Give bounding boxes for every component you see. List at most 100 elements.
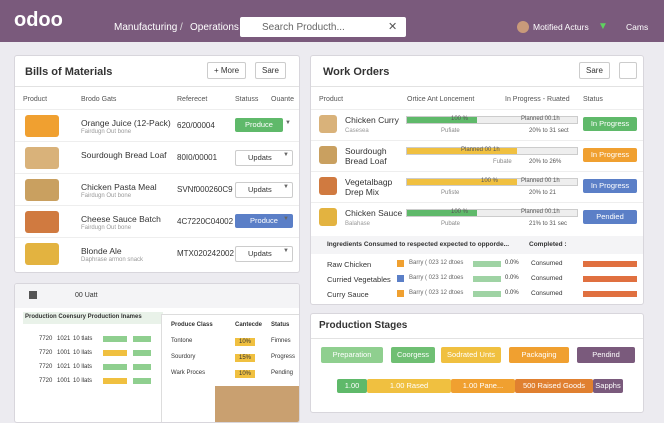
avatar[interactable] [517,21,529,33]
row-divider [311,140,643,141]
product-image [25,115,59,137]
cell: 7720 [39,378,53,384]
panel-title: Work Orders [323,66,390,78]
cell: 7720 [39,350,53,356]
logo[interactable]: odoo [14,9,63,31]
column-header: Ortice Ant Loncement [407,96,475,103]
sub-header: Cantecde [235,322,263,328]
product-sub: Fairdugn Out bone [81,129,132,135]
clear-icon[interactable]: ✕ [388,21,398,33]
status-button[interactable]: Produce [235,118,283,132]
consumed: Consumed [531,290,563,297]
cell: 1001 [57,350,71,356]
status-button[interactable]: Updats [235,150,293,166]
status-button[interactable]: Pendied [583,210,637,224]
note: Pufiate [441,128,460,134]
product-image [319,177,337,195]
status-button[interactable]: Updats [235,182,293,198]
dropdown[interactable]: ▼ [283,184,289,190]
column-header: Ouante [271,96,294,103]
user-name[interactable]: Motified Acturs [533,22,589,32]
product-name: Cheese Sauce Batch [81,214,161,224]
ingredients-title: Ingredients Consumed to respected expect… [327,241,510,248]
lower-panel: 00 Uatt Production Coensury Production In… [14,283,300,423]
sub-cell: Fimnes [271,338,291,344]
app-name[interactable]: Manufacturing [114,22,178,33]
dropdown[interactable]: ▼ [283,248,289,254]
cell: 1021 [57,336,71,342]
product-sub: Daphrase armon snack [81,257,144,263]
dropdown[interactable]: ▼ [283,152,289,158]
range: 20% to 31 sect [529,128,569,134]
dropdown[interactable]: ▼ [285,120,291,126]
bar-label: 100 % [481,178,499,184]
product-name: Sourdough Bread Loaf [345,146,387,166]
progress-bar [407,179,517,185]
pct: 0.0% [505,275,519,281]
stage-step[interactable]: Pendind [577,347,635,363]
search-placeholder: Search Producth... [262,22,345,33]
stage-step[interactable]: Coorgess [391,347,435,363]
row-divider [311,202,643,203]
product-image [25,211,59,233]
timeline-segment: 500 Raised Goods [515,379,593,393]
row-divider [15,205,299,206]
dropdown-icon[interactable]: ▼ [598,21,608,32]
status-button[interactable]: In Progress [583,148,637,162]
row-bar [133,364,151,370]
lot: Barry ( 023 12 dtoes [409,290,464,296]
cell: 7720 [39,364,53,370]
status-button[interactable]: In Progress [583,179,637,193]
column-header: Product [319,96,344,103]
ingredient-name: Curried Vegetables [327,275,391,284]
row-divider [15,173,299,174]
planned: Planned 00 1h [461,147,500,153]
button[interactable] [619,62,637,79]
product-image [25,179,59,201]
progress-bar [407,210,477,216]
stage-step[interactable]: Preparation [321,347,383,363]
product-name: Chicken Pasta Meal [81,182,157,192]
column-header: Product [23,96,48,103]
consumed: Consumed [531,275,563,282]
note: Pufiste [441,190,460,196]
product-image [319,208,337,226]
timeline-segment: 1.00 [337,379,367,393]
home-icon[interactable] [29,291,37,299]
status-button[interactable]: Produce [235,214,293,228]
button[interactable]: Sare [255,62,286,79]
cell: 10 llats [73,350,93,356]
work-orders-panel: Work Orders Sare Product Ortice Ant Lonceme… [310,55,644,305]
tab-bar [15,284,299,308]
pct-bar [473,276,501,282]
row-bar [103,378,127,384]
sub-cell: Pending [271,370,294,376]
sub-cell: 15% [235,354,256,362]
search-box[interactable]: Search Producth... ✕ [240,17,406,37]
row-bar [133,378,151,384]
button[interactable]: Sare [579,62,610,79]
row-divider [311,109,643,110]
progress-track [406,116,578,124]
stage-step[interactable]: Sodrated Unts [441,347,501,363]
planned: Planned 00.1h [521,209,560,215]
row-bar [133,350,151,356]
stage-step[interactable]: Packaging [509,347,569,363]
timeline-segment: Sapphs [593,379,623,393]
button[interactable]: + More [207,62,247,79]
sub-cell: Sourdory [171,354,196,360]
menu[interactable]: Operations [190,22,239,33]
bar-label: 100 % [451,116,469,122]
planned: Planned 00.1h [521,116,560,122]
cell: 10 llats [73,378,93,384]
status-button[interactable]: In Progress [583,117,637,131]
product-image [319,146,337,164]
company[interactable]: Cams [626,22,649,32]
status-button[interactable]: Updats [235,246,293,262]
tab[interactable]: 00 Uatt [75,292,98,299]
sub-cell: Tontone [171,338,193,344]
dropdown[interactable]: ▼ [283,216,289,222]
product-name: Chicken Curry [345,115,399,125]
stages-panel: Production Stages Preparation Coorgess Sodr… [310,313,644,413]
timeline-segment: 1.00 Pane... [451,379,515,393]
